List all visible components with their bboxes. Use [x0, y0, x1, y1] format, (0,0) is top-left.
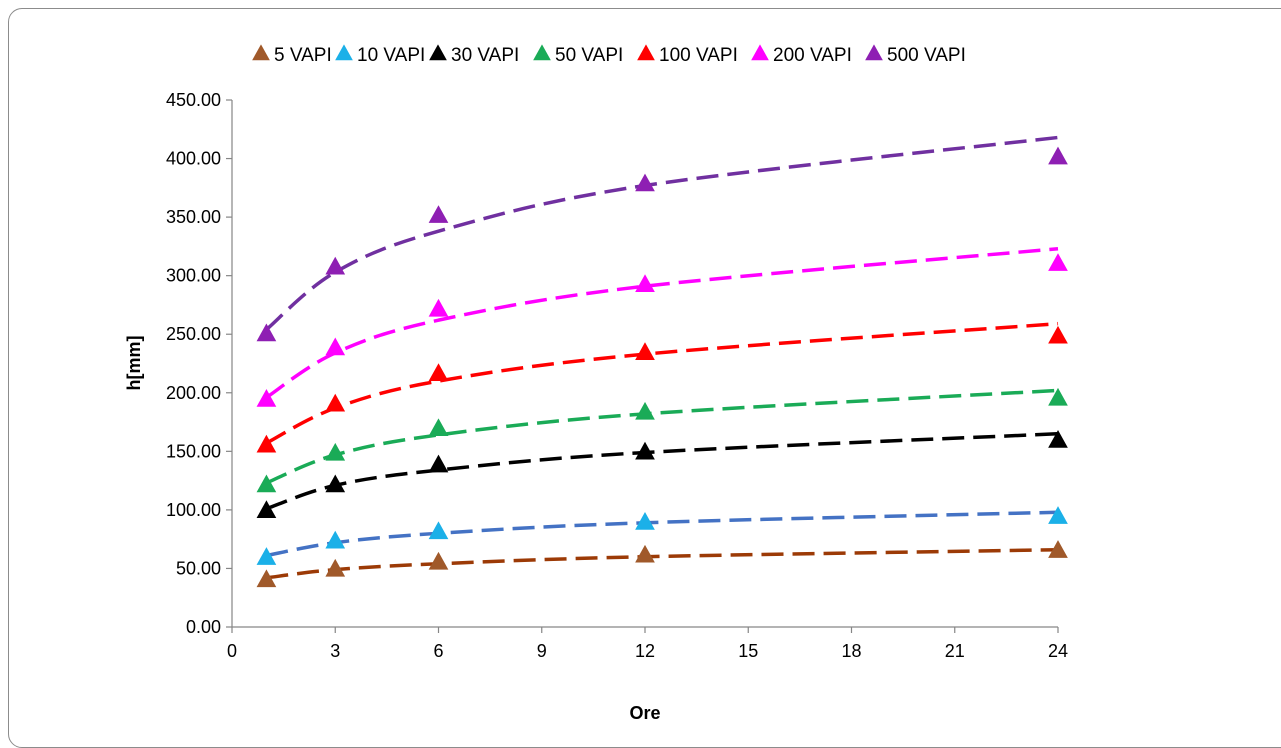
y-tick-label: 200.00 [166, 383, 221, 403]
x-tick-label: 12 [635, 641, 655, 661]
data-point-series-2 [256, 500, 277, 519]
y-tick-label: 400.00 [166, 149, 221, 169]
y-tick-label: 150.00 [166, 441, 221, 461]
data-point-series-2 [325, 474, 346, 493]
x-tick-label: 18 [841, 641, 861, 661]
y-tick-label: 300.00 [166, 266, 221, 286]
data-point-series-0 [428, 551, 449, 570]
legend-label: 30 VAPI [451, 45, 519, 66]
x-tick-label: 24 [1048, 641, 1068, 661]
data-point-series-2 [428, 454, 449, 473]
data-point-series-6 [635, 173, 655, 192]
x-tick-label: 21 [945, 641, 965, 661]
data-point-series-5 [635, 274, 655, 293]
legend-marker [533, 44, 551, 61]
data-point-series-4 [635, 342, 655, 360]
legend-marker [751, 44, 769, 61]
data-point-series-5 [256, 389, 277, 407]
legend-label: 100 VAPI [659, 45, 738, 66]
data-point-series-4 [325, 393, 346, 412]
data-point-series-1 [635, 512, 655, 530]
data-point-series-5 [1048, 253, 1068, 271]
data-point-series-5 [428, 298, 449, 317]
data-point-series-3 [635, 401, 655, 420]
data-point-series-1 [428, 521, 449, 540]
legend-label: 50 VAPI [555, 45, 623, 66]
data-point-series-3 [325, 442, 346, 461]
data-point-series-6 [325, 256, 346, 275]
data-point-series-0 [256, 569, 277, 588]
y-tick-label: 450.00 [166, 90, 221, 110]
data-point-series-1 [1048, 506, 1068, 524]
data-point-series-3 [1048, 387, 1068, 406]
y-axis: 0.00 50.00 100.00 150.00 200.00 250.00 300.00 3… [166, 90, 233, 637]
data-point-series-4 [256, 434, 277, 453]
data-point-series-2 [635, 441, 655, 460]
trendline-series-3 [265, 388, 1059, 485]
trendline-series-2 [265, 432, 1059, 511]
data-point-series-6 [256, 323, 277, 342]
trendline-series-5 [265, 246, 1059, 399]
trendline-series-0 [266, 547, 1059, 580]
trendlines [265, 135, 1059, 580]
y-tick-label: 350.00 [166, 207, 221, 227]
markers [256, 146, 1068, 588]
data-point-series-0 [1048, 540, 1068, 558]
legend-marker [252, 44, 270, 61]
data-point-series-0 [325, 558, 346, 577]
y-tick-label: 0.00 [186, 617, 221, 637]
data-point-series-4 [1048, 325, 1068, 344]
y-tick-label: 50.00 [176, 558, 221, 578]
y-tick-label: 100.00 [166, 500, 221, 520]
chart-svg: 5 VAPI 10 VAPI 30 VAPI 50 VAPI 100 VAPI 200 V… [124, 44, 1068, 723]
legend-label: 500 VAPI [887, 45, 966, 66]
trendline-series-4 [265, 321, 1059, 445]
y-axis-title: h[mm] [124, 336, 144, 391]
legend-label: 200 VAPI [773, 45, 852, 66]
x-tick-label: 9 [537, 641, 547, 661]
data-point-series-1 [256, 547, 277, 565]
legend-marker [335, 44, 353, 61]
x-tick-label: 3 [330, 641, 340, 661]
data-point-series-6 [1048, 146, 1068, 165]
data-point-series-5 [325, 337, 346, 356]
x-axis: 0 3 6 9 12 15 18 21 24 [227, 626, 1068, 661]
trendline-series-6 [265, 135, 1059, 331]
legend-marker [865, 44, 883, 61]
x-tick-label: 6 [433, 641, 443, 661]
x-axis-title: Ore [629, 703, 660, 723]
legend: 5 VAPI 10 VAPI 30 VAPI 50 VAPI 100 VAPI 200 V… [252, 44, 966, 66]
data-point-series-3 [428, 418, 449, 437]
x-tick-label: 0 [227, 641, 237, 661]
data-point-series-0 [635, 544, 655, 563]
chart-frame [8, 8, 1281, 748]
trendline-series-1 [266, 510, 1059, 558]
legend-label: 5 VAPI [274, 45, 332, 66]
legend-marker [429, 44, 447, 61]
data-point-series-1 [325, 530, 346, 549]
data-point-series-2 [1048, 430, 1068, 448]
x-tick-label: 15 [738, 641, 758, 661]
data-point-series-4 [428, 363, 449, 382]
y-tick-label: 250.00 [166, 324, 221, 344]
legend-marker [637, 44, 655, 61]
legend-label: 10 VAPI [357, 45, 425, 66]
data-point-series-3 [256, 474, 277, 493]
data-point-series-6 [428, 205, 449, 223]
